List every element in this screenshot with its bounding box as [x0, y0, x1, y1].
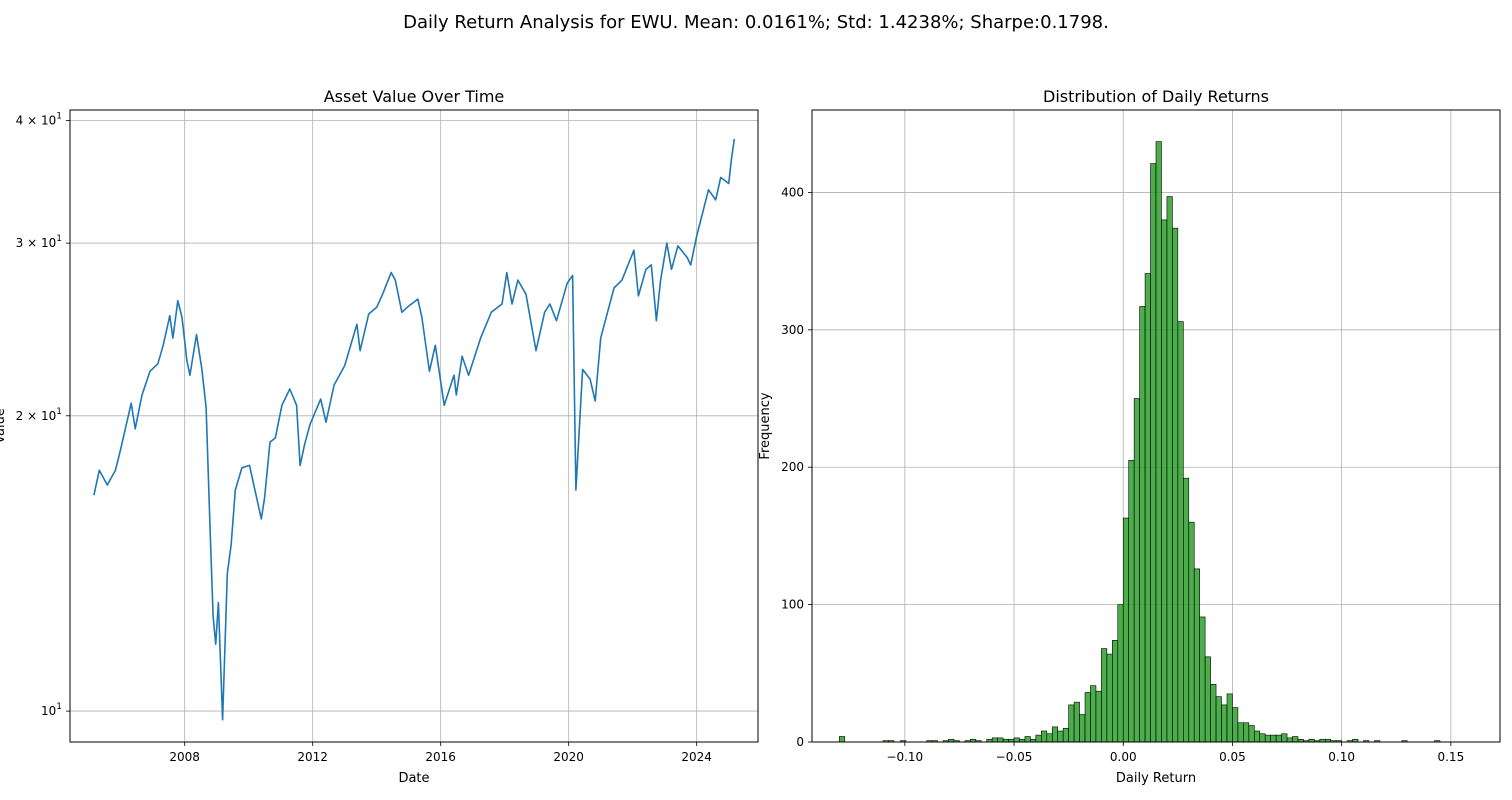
- x-tick-label: 0.10: [1328, 750, 1355, 764]
- histogram-bars: [838, 141, 1441, 743]
- y-tick-label: 300: [781, 323, 804, 337]
- x-tick-label: 0.15: [1437, 750, 1464, 764]
- y-tick-label: 0: [796, 735, 804, 749]
- line-chart-x-label: Date: [398, 771, 429, 786]
- histogram-bar: [1024, 736, 1031, 743]
- histogram-bar: [1248, 725, 1255, 743]
- histogram-bar: [1155, 141, 1162, 743]
- histogram-bar: [1172, 227, 1179, 743]
- histogram-bar: [1237, 722, 1244, 743]
- histogram-bar: [1139, 306, 1146, 743]
- x-tick-label: 2024: [681, 750, 712, 764]
- histogram-bar: [1150, 163, 1157, 743]
- histogram-bar: [1095, 690, 1102, 743]
- histogram-bar: [1243, 722, 1250, 743]
- histogram-bar: [1193, 568, 1200, 743]
- histogram-bar: [1057, 730, 1064, 743]
- line-chart-x-ticks: 2008 2012 2016 2020 2024: [169, 742, 712, 764]
- x-tick-label: −0.05: [996, 750, 1033, 764]
- histogram-bar: [1232, 707, 1239, 743]
- histogram-bar: [1090, 685, 1097, 743]
- y-tick-label: 100: [781, 598, 804, 612]
- histogram-bar: [1253, 730, 1261, 743]
- histogram-bar: [1183, 477, 1190, 743]
- histogram-bar: [1188, 521, 1195, 743]
- histogram-bar: [1046, 733, 1053, 743]
- histogram-bar: [1035, 734, 1042, 743]
- histogram-bar: [1112, 640, 1119, 743]
- histogram-bar: [1177, 321, 1184, 743]
- histogram-x-label: Daily Return: [1116, 771, 1196, 786]
- histogram-bar: [1264, 734, 1271, 743]
- figure-title: Daily Return Analysis for EWU. Mean: 0.0…: [403, 12, 1109, 33]
- histogram-bar: [1166, 196, 1173, 743]
- histogram-bar: [997, 737, 1004, 743]
- line-chart-frame: [69, 109, 759, 743]
- value-series-line: [93, 138, 736, 721]
- histogram-bar: [1122, 517, 1129, 743]
- histogram-bar: [1270, 734, 1277, 743]
- histogram-bar: [1221, 704, 1228, 743]
- y-tick-label: 3 × 101: [16, 234, 62, 250]
- histogram-bar: [1210, 683, 1217, 743]
- histogram-bar: [991, 737, 998, 743]
- line-chart-y-ticks: 101 2 × 101 3 × 101 4 × 101: [16, 112, 70, 718]
- histogram-bar: [1204, 656, 1211, 743]
- histogram-y-label: Frequency: [758, 392, 773, 459]
- histogram-bar: [1144, 273, 1151, 743]
- line-chart-series: [93, 138, 736, 721]
- histogram-bar: [1215, 696, 1222, 743]
- histogram-bar: [1079, 714, 1086, 743]
- line-chart-y-label: Value: [0, 408, 8, 444]
- histogram-bar: [1199, 616, 1206, 743]
- y-tick-label: 2 × 101: [16, 407, 62, 423]
- y-tick-label: 4 × 101: [16, 112, 62, 128]
- histogram-bar: [1073, 701, 1080, 743]
- x-tick-label: 2012: [297, 750, 328, 764]
- x-tick-label: 2008: [169, 750, 200, 764]
- y-tick-label: 200: [781, 460, 804, 474]
- histogram-title: Distribution of Daily Returns: [1043, 87, 1269, 106]
- histogram-x-ticks: −0.10 −0.05 0.00 0.05 0.10 0.15: [886, 742, 1464, 764]
- histogram-bar: [1286, 737, 1293, 743]
- histogram-bar: [1068, 704, 1075, 743]
- x-tick-label: 2020: [553, 750, 584, 764]
- histogram-bar: [1101, 648, 1108, 743]
- histogram-bar: [1062, 727, 1069, 743]
- histogram-bar: [1117, 604, 1124, 743]
- histogram-bar: [1259, 733, 1266, 743]
- histogram-bar: [1133, 398, 1140, 743]
- histogram-bar: [1292, 736, 1299, 743]
- histogram-bar: [1281, 733, 1288, 743]
- histogram-y-ticks: 0 100 200 300 400: [781, 185, 812, 749]
- x-tick-label: 0.05: [1219, 750, 1246, 764]
- histogram-bar: [1013, 737, 1020, 743]
- histogram-bar: [1226, 693, 1233, 743]
- line-chart-grid: [70, 110, 758, 742]
- x-tick-label: −0.10: [886, 750, 923, 764]
- histogram-bar: [1275, 734, 1282, 743]
- histogram-panel: Distribution of Daily Returns −0.10 −0.05…: [758, 87, 1501, 786]
- histogram-frame: [811, 109, 1501, 743]
- x-tick-label: 2016: [425, 750, 456, 764]
- histogram-bar: [1106, 653, 1113, 743]
- y-tick-label: 101: [41, 702, 62, 718]
- line-chart-title: Asset Value Over Time: [324, 87, 505, 106]
- histogram-bar: [1051, 726, 1059, 743]
- x-tick-label: 0.00: [1110, 750, 1137, 764]
- histogram-bar: [1161, 219, 1168, 743]
- histogram-bar: [1084, 692, 1091, 743]
- line-chart-panel: Asset Value Over Time 2008 2012 2016 2020 20…: [0, 87, 759, 786]
- y-tick-label: 400: [781, 185, 804, 199]
- histogram-bar: [1041, 730, 1048, 743]
- histogram-bar: [838, 736, 846, 743]
- histogram-bar: [1128, 460, 1135, 743]
